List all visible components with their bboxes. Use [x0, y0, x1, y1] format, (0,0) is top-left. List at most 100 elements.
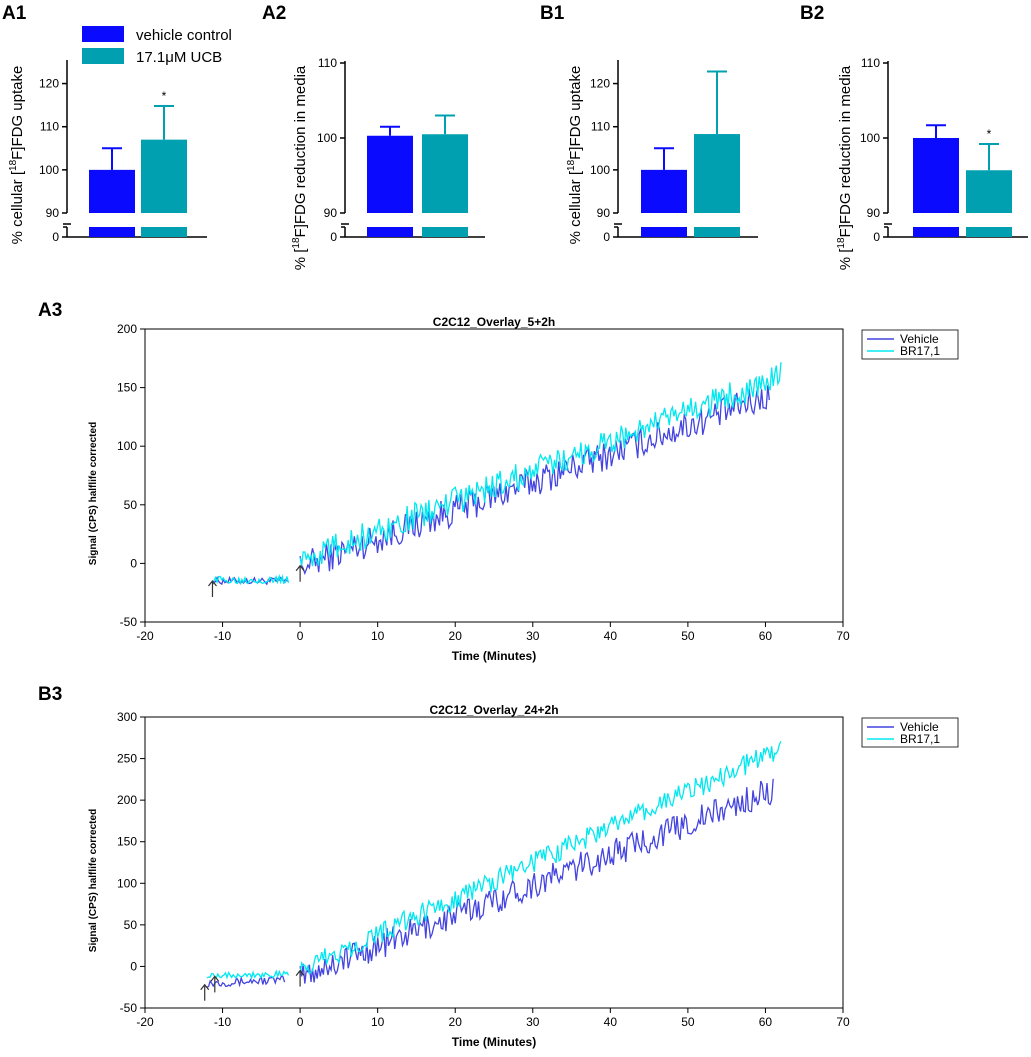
- x-tick-label: 10: [371, 629, 385, 643]
- series-line-br17: [206, 969, 290, 980]
- legend-label-vehicle: vehicle control: [136, 27, 232, 44]
- bar-chart-b1: B1 120 110 100 90 0 % cellular [18F]FDG uptake: [540, 3, 758, 244]
- bar-ucb-lower: [422, 227, 468, 237]
- legend-label: BR17,1: [900, 732, 940, 746]
- x-tick-label: -10: [214, 629, 232, 643]
- bar-ucb-upper: [141, 139, 187, 213]
- y-axis-label: Signal (CPS) halflife corrected: [88, 422, 99, 565]
- y-tick-label: 250: [117, 752, 137, 766]
- y-tick-label: 100: [860, 131, 880, 145]
- y-tick-label: 0: [130, 556, 137, 570]
- injection-arrow-head: [210, 975, 220, 982]
- y-tick-label: 90: [867, 206, 881, 220]
- legend-box: [861, 717, 959, 748]
- chart-title: C2C12_Overlay_24+2h: [429, 703, 558, 717]
- y-axis-label: % [18F]FDG reduction in media: [291, 65, 309, 270]
- y-tick-label: 110: [861, 56, 880, 70]
- y-tick-label: 50: [124, 918, 138, 932]
- plot-frame: [144, 328, 844, 623]
- y-tick-label: 200: [117, 322, 137, 336]
- bar-ucb-lower: [141, 227, 187, 237]
- y-tick-label: 150: [117, 381, 137, 395]
- y-tick-label: 90: [46, 206, 60, 220]
- line-chart-b3: B3 C2C12_Overlay_24+2h -20 -10 0 10 20 30 40 50 60…: [38, 684, 959, 1049]
- bar-vehicle-lower: [89, 227, 135, 237]
- series-line-vehicle: [206, 974, 286, 988]
- panel-label: B1: [540, 3, 565, 24]
- legend-box: [861, 329, 959, 360]
- x-tick-label: 0: [297, 1015, 304, 1029]
- x-tick-label: 10: [371, 1015, 385, 1029]
- y-tick-label: 0: [130, 959, 137, 973]
- y-tick-label: 110: [591, 120, 610, 134]
- y-axis-label: Signal (CPS) halflife corrected: [88, 809, 99, 952]
- y-tick-label: 0: [603, 230, 610, 244]
- y-tick-label: 110: [40, 120, 59, 134]
- y-tick-label: -50: [120, 1001, 138, 1015]
- injection-arrow-head: [208, 580, 217, 587]
- x-tick-label: 50: [681, 1015, 695, 1029]
- x-tick-label: -20: [136, 1015, 154, 1029]
- x-tick-label: 20: [449, 629, 463, 643]
- legend-label-ucb: 17.1μM UCB: [136, 49, 222, 66]
- x-tick-label: 50: [681, 629, 695, 643]
- panel-label: B2: [800, 3, 824, 24]
- x-tick-label: 40: [604, 629, 618, 643]
- x-tick-label: -10: [214, 1015, 232, 1029]
- y-tick-label: 120: [590, 77, 610, 91]
- x-tick-label: 70: [836, 629, 850, 643]
- y-tick-label: 120: [39, 77, 59, 91]
- panel-label: A1: [2, 3, 27, 24]
- x-tick-label: 40: [604, 1015, 618, 1029]
- legend-swatch-vehicle: [82, 26, 124, 42]
- x-tick-label: 20: [449, 1015, 463, 1029]
- y-tick-label: 100: [39, 163, 59, 177]
- y-tick-label: -50: [120, 615, 138, 629]
- y-tick-label: 100: [590, 163, 610, 177]
- x-tick-label: -20: [136, 629, 154, 643]
- series-line-br17: [299, 740, 782, 975]
- chart-title: C2C12_Overlay_5+2h: [433, 315, 555, 329]
- injection-arrow-head: [200, 983, 210, 991]
- y-axis-label: % cellular [18F]FDG uptake: [566, 66, 584, 245]
- panel-label: B3: [38, 684, 62, 705]
- y-tick-label: 100: [317, 131, 337, 145]
- plot-frame: [144, 716, 844, 1009]
- series-line-vehicle: [211, 575, 289, 586]
- y-tick-label: 50: [124, 498, 138, 512]
- bar-vehicle-lower: [367, 227, 413, 237]
- bar-ucb-lower: [694, 227, 740, 237]
- injection-arrow-head: [295, 564, 305, 572]
- bar-ucb-lower: [966, 227, 1012, 237]
- x-tick-label: 70: [836, 1015, 850, 1029]
- y-tick-label: 100: [117, 439, 137, 453]
- series-line-br17: [299, 362, 782, 567]
- bar-vehicle-upper: [89, 169, 135, 213]
- series-line-vehicle: [299, 778, 774, 984]
- x-tick-label: 60: [759, 629, 773, 643]
- y-axis-label: % [18F]FDG reduction in media: [836, 65, 854, 270]
- series-line-vehicle: [299, 385, 770, 576]
- legend-swatch-ucb: [82, 48, 124, 64]
- legend-label: Vehicle: [900, 720, 939, 734]
- x-tick-label: 30: [526, 1015, 540, 1029]
- bar-chart-a2: A2 110 100 90 0 % [18F]FDG reduction in media: [262, 3, 485, 270]
- legend-label: Vehicle: [900, 332, 939, 346]
- x-tick-label: 60: [759, 1015, 773, 1029]
- series-line-br17: [211, 573, 290, 586]
- bar-vehicle-upper: [913, 138, 959, 213]
- x-tick-label: 0: [297, 629, 304, 643]
- bar-vehicle-upper: [641, 169, 687, 213]
- y-tick-label: 90: [324, 206, 338, 220]
- y-tick-label: 0: [873, 230, 880, 244]
- bar-vehicle-lower: [641, 227, 687, 237]
- y-tick-label: 300: [117, 710, 137, 724]
- y-tick-label: 100: [117, 876, 137, 890]
- bar-ucb-upper: [966, 170, 1012, 213]
- bar-chart-b2: B2 110 100 90 0 * % [18F]FDG reduction in medi…: [800, 3, 1028, 270]
- injection-arrow-head: [295, 969, 305, 976]
- x-axis-label: Time (Minutes): [452, 1035, 536, 1049]
- bar-vehicle-upper: [367, 135, 413, 213]
- y-tick-label: 150: [117, 835, 137, 849]
